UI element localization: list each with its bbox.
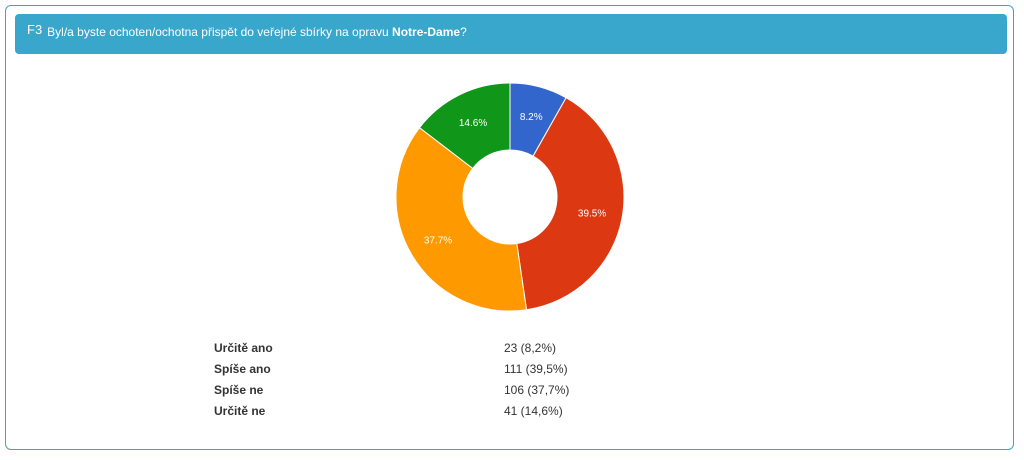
slice-1 [516,97,625,311]
question-text-end: ? [460,25,467,39]
table-row: Spíše ne 106 (37,7%) [214,379,774,400]
slice-label-3: 14.6% [459,118,487,129]
row-value: 111 (39,5%) [504,361,568,376]
question-card: F3 Byl/a byste ochoten/ochotna přispět d… [5,5,1014,450]
row-value: 106 (37,7%) [504,382,570,397]
question-text-start: Byl/a byste ochoten/ochotna přispět do v… [47,25,393,39]
question-header: F3 Byl/a byste ochoten/ochotna přispět d… [15,14,1007,54]
row-label: Spíše ne [214,382,264,397]
table-row: Určitě ano 23 (8,2%) [214,337,774,358]
row-label: Určitě ano [214,340,273,355]
question-text: Byl/a byste ochoten/ochotna přispět do v… [47,23,467,39]
results-table: Určitě ano 23 (8,2%) Spíše ano 111 (39,5… [214,337,774,421]
question-code: F3 [27,22,43,37]
row-label: Spíše ano [214,361,271,376]
slice-2 [395,126,528,312]
slice-label-0: 8.2% [520,112,543,123]
table-row: Spíše ano 111 (39,5%) [214,358,774,379]
question-text-bold: Notre-Dame [392,25,461,39]
row-label: Určitě ne [214,403,266,418]
row-value: 41 (14,6%) [504,403,563,418]
row-value: 23 (8,2%) [504,340,557,355]
slice-label-1: 39.5% [578,208,606,219]
slice-3 [418,82,511,170]
table-row: Určitě ne 41 (14,6%) [214,400,774,421]
slice-label-2: 37.7% [424,235,452,246]
